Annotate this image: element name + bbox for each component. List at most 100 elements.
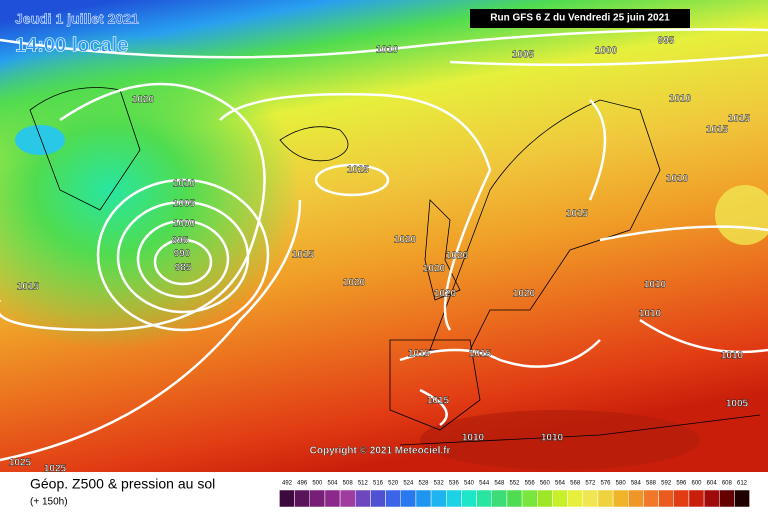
legend-swatch <box>719 489 735 508</box>
isobar-label: 1020 <box>343 278 366 289</box>
isobar-label: 1015 <box>728 114 751 125</box>
isobar-label: 1010 <box>639 309 662 320</box>
isobar-label: 1010 <box>666 174 689 185</box>
isobar-label: 1020 <box>434 289 457 300</box>
legend-swatch <box>537 489 553 508</box>
legend-value: 512 <box>358 481 369 487</box>
legend-value: 536 <box>449 481 460 487</box>
legend-swatch <box>688 489 705 508</box>
legend-swatch <box>582 489 599 508</box>
legend-value: 504 <box>327 481 338 487</box>
legend-value: 580 <box>616 481 627 487</box>
cold-spot <box>15 125 65 155</box>
legend-value: 500 <box>312 481 323 487</box>
legend-swatch <box>324 489 341 508</box>
legend-swatch <box>279 489 295 508</box>
hot-area <box>420 410 700 470</box>
legend-value: 528 <box>418 481 429 487</box>
legend-swatch <box>309 489 326 508</box>
legend-swatch <box>370 489 386 508</box>
legend-value: 564 <box>555 481 566 487</box>
isobar-label: 1000 <box>173 219 196 230</box>
isobar-label: 1005 <box>726 399 749 410</box>
isobar-label: 1015 <box>427 396 450 407</box>
legend-swatch <box>734 489 750 508</box>
legend-value: 520 <box>388 481 399 487</box>
legend-value: 592 <box>661 481 672 487</box>
isobar-label: 1015 <box>17 282 40 293</box>
legend-swatch <box>446 489 462 508</box>
footer-subtitle: (+ 150h) <box>30 497 68 508</box>
legend: 492 496 500 504 508 512 516 520 524 528 532 536 540 5… <box>279 481 750 508</box>
legend-swatch <box>461 489 477 508</box>
legend-swatch <box>597 489 614 508</box>
legend-value: 516 <box>373 481 384 487</box>
isobar-label: 990 <box>174 249 191 260</box>
isobar-label: 1015 <box>408 349 431 360</box>
isobar-label: 995 <box>658 36 675 47</box>
isobar-label: 1010 <box>669 94 692 105</box>
legend-swatch <box>567 489 583 508</box>
legend-value: 568 <box>570 481 581 487</box>
legend-value: 552 <box>509 481 520 487</box>
legend-value: 576 <box>600 481 611 487</box>
legend-value: 604 <box>707 481 718 487</box>
isobar-label: 985 <box>175 263 192 274</box>
legend-swatch <box>294 489 311 508</box>
isobar-label: 1010 <box>644 280 667 291</box>
legend-swatch <box>521 489 538 508</box>
forecast-date: Jeudi 1 juillet 2021 <box>15 11 139 27</box>
legend-value: 548 <box>494 481 505 487</box>
isobar-label: 1020 <box>394 235 417 246</box>
isobar-label: 1015 <box>469 349 492 360</box>
isobar-label: 1010 <box>173 179 196 190</box>
legend-value: 588 <box>646 481 657 487</box>
legend-value: 600 <box>691 481 702 487</box>
isobar-label: 1010 <box>721 351 744 362</box>
legend-value: 532 <box>434 481 445 487</box>
legend-swatch <box>628 489 644 508</box>
legend-swatch <box>612 489 629 508</box>
legend-swatch <box>703 489 720 508</box>
isobar-label: 1005 <box>173 199 196 210</box>
legend-value: 560 <box>540 481 551 487</box>
isobar-label: 1020 <box>423 264 446 275</box>
warm-spot <box>715 185 768 245</box>
isobar-label: 1000 <box>595 46 618 57</box>
isobar-label: 1025 <box>9 458 32 469</box>
footer-title: Géop. Z500 & pression au sol <box>30 476 215 492</box>
legend-swatch <box>355 489 371 508</box>
isobar-label: 995 <box>172 236 189 247</box>
legend-value: 596 <box>676 481 687 487</box>
isobar-lines <box>0 28 768 462</box>
isobar-label: 1020 <box>446 251 469 262</box>
legend-swatch <box>491 489 508 508</box>
legend-value: 572 <box>585 481 596 487</box>
isobar-label: 1015 <box>706 125 729 136</box>
legend-swatch <box>673 489 690 508</box>
isobar-label: 1010 <box>462 433 485 444</box>
isobar-label: 1025 <box>44 464 67 475</box>
legend-swatch <box>506 489 523 508</box>
legend-swatch <box>400 489 417 508</box>
legend-swatch <box>339 489 356 508</box>
isobar-label: 1010 <box>376 45 399 56</box>
legend-value: 492 <box>282 481 293 487</box>
legend-value: 556 <box>525 481 536 487</box>
legend-value: 508 <box>343 481 354 487</box>
legend-swatch <box>385 489 402 508</box>
forecast-time: 14:00 locale <box>15 34 128 56</box>
isobar-label: 1010 <box>541 433 564 444</box>
legend-swatch <box>552 489 568 508</box>
copyright: Copyright © 2021 Meteociel.fr <box>310 446 451 457</box>
legend-swatch <box>415 489 432 508</box>
legend-swatch <box>643 489 659 508</box>
legend-value: 496 <box>297 481 308 487</box>
legend-swatch <box>658 489 674 508</box>
isobar-label: 1015 <box>292 250 315 261</box>
legend-value: 544 <box>479 481 490 487</box>
legend-value: 584 <box>631 481 642 487</box>
legend-value: 612 <box>737 481 748 487</box>
legend-swatch <box>476 489 493 508</box>
